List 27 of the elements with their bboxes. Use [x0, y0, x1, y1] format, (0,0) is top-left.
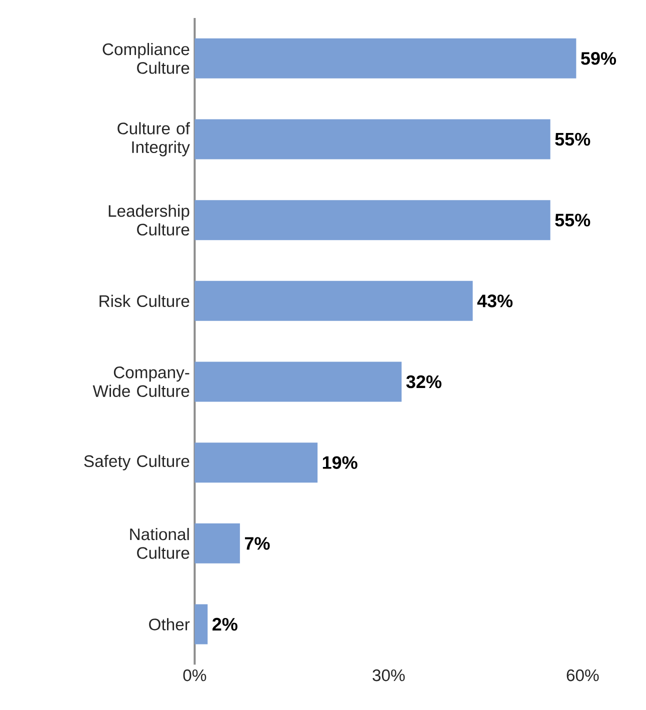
data-label: 55%	[555, 214, 590, 226]
bar	[194, 362, 402, 402]
y-tick-label: Risk Culture	[100, 294, 190, 308]
y-tick-label: Company-Wide Culture	[92, 366, 190, 397]
x-tick-label: 0%	[183, 669, 206, 682]
x-tick-label: 30%	[372, 669, 405, 682]
y-tick-label: Compliance Culture	[102, 42, 190, 74]
bar	[194, 280, 473, 321]
bar	[194, 523, 240, 564]
y-tick-label: Culture of Integrity	[118, 122, 190, 156]
data-label: 7%	[244, 537, 270, 550]
y-tick-label: National Culture	[130, 528, 190, 559]
data-label: 2%	[212, 618, 238, 631]
data-label: 55%	[555, 132, 590, 146]
data-label: 43%	[477, 294, 513, 308]
bar	[194, 604, 208, 644]
data-label: 19%	[322, 456, 358, 469]
y-tick-label: Leadership Culture	[108, 204, 190, 236]
bar	[194, 200, 550, 240]
x-tick-label: 60%	[566, 669, 599, 682]
bar	[194, 38, 576, 78]
bar	[194, 119, 550, 160]
data-label: 32%	[406, 375, 442, 388]
y-tick-label: Other	[149, 618, 190, 630]
data-label: 59%	[581, 52, 616, 65]
bar	[194, 442, 318, 483]
y-tick-label: Safety Culture	[84, 454, 190, 470]
